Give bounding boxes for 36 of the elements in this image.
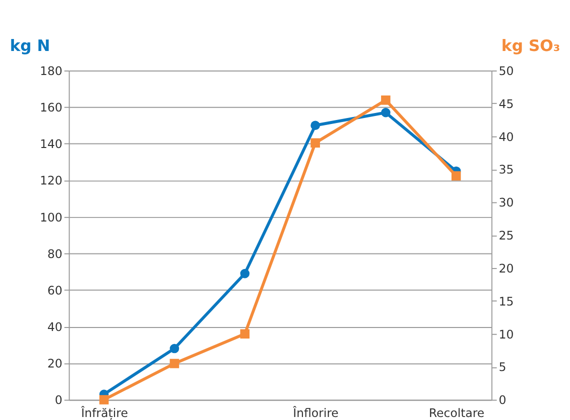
y2-tick-label: 0 [498,393,506,408]
y2-tick-label: 50 [498,64,514,78]
y-tick-label: 40 [47,320,62,334]
y-tick-label: 120 [40,174,62,188]
point [170,358,180,368]
point [99,395,109,404]
y2-tick-label: 40 [498,130,514,144]
point [170,344,180,354]
x-tick-label: Recoltare [428,406,484,420]
point [310,138,320,148]
y-tick-label: 20 [47,356,62,371]
y2-tick-label: 15 [498,294,514,308]
x-tick-label: Înflorire [292,406,339,420]
y2-tick-label: 10 [498,327,514,342]
point [310,120,320,130]
y2-tick-label: 25 [498,228,514,243]
y-tick-label: 80 [47,246,62,261]
x-tick-label: Înfrățire [80,406,128,420]
y2-tick-label: 45 [498,96,514,111]
y-tick-label: 60 [47,283,62,298]
point [240,268,250,278]
point [381,95,390,105]
y2-tick-label: 20 [498,261,514,276]
y-tick-label: 100 [40,210,62,224]
y-tick-label: 180 [40,64,62,78]
y2-axis-title: kg SO₃ [501,36,560,55]
point [381,108,390,118]
y2-tick-label: 30 [498,196,514,210]
y-tick-label: 160 [40,100,62,115]
point [240,329,250,339]
point [452,171,461,181]
y-tick-label: 0 [54,393,62,408]
y2-tick-label: 35 [498,162,514,177]
y2-tick-label: 5 [498,360,506,374]
y-axis-title: kg N [10,36,50,55]
y-tick-label: 140 [40,137,62,152]
